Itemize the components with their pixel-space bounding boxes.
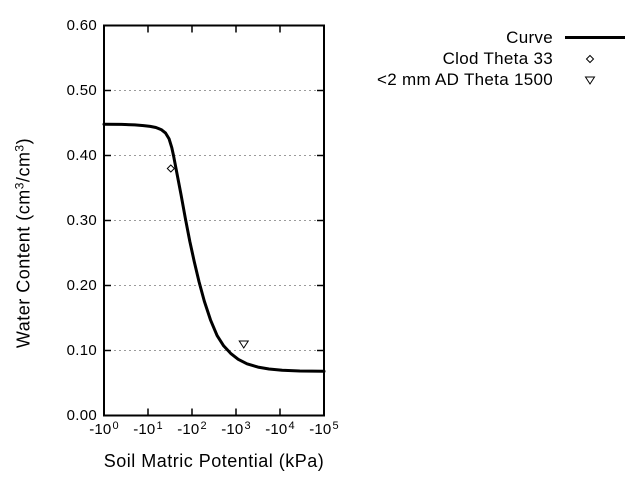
y-axis-title: Water Content (cm3/cm3) <box>12 138 35 349</box>
x-tick-base: -10 <box>133 421 156 438</box>
legend-item-2-mm-ad-theta-1500: <2 mm AD Theta 1500 <box>377 69 627 90</box>
y-tick-label: 0.60 <box>66 16 97 34</box>
y-tick-label: 0.10 <box>66 341 97 359</box>
diamond-icon-shape <box>585 54 595 63</box>
x-tick-base: -10 <box>309 421 332 438</box>
legend-label-clod-theta-33: Clod Theta 33 <box>442 48 553 68</box>
y-tick-label: 0.30 <box>66 211 97 229</box>
x-tick-exponent: 4 <box>288 420 295 432</box>
diamond-icon <box>585 54 595 63</box>
x-tick-exponent: 2 <box>200 420 207 432</box>
y-title-superscript: 3 <box>12 182 27 190</box>
y-tick-label: 0.50 <box>66 81 97 99</box>
x-tick-label: -103 <box>221 420 251 440</box>
legend-label-2-mm-ad-theta-1500: <2 mm AD Theta 1500 <box>377 69 553 89</box>
x-tick-exponent: 5 <box>332 420 339 432</box>
legend: Curve Clod Theta 33 <2 mm AD Theta 1500 <box>377 27 627 90</box>
y-title-text: Water Content (cm <box>13 189 34 349</box>
legend-item-curve: Curve <box>377 27 627 48</box>
y-tick-label: 0.00 <box>66 406 97 424</box>
x-tick-exponent: 3 <box>244 420 251 432</box>
x-tick-exponent: 1 <box>156 420 163 432</box>
y-title-text: /cm <box>13 151 34 183</box>
x-tick-label: -101 <box>133 420 163 440</box>
x-tick-exponent: 0 <box>112 420 119 432</box>
legend-item-clod-theta-33: Clod Theta 33 <box>377 48 627 69</box>
x-tick-base: -10 <box>221 421 244 438</box>
triangle-down-icon <box>584 76 596 85</box>
x-tick-label: -102 <box>177 420 207 440</box>
legend-label-curve: Curve <box>506 27 553 47</box>
x-axis-title: Soil Matric Potential (kPa) <box>103 451 325 471</box>
legend-sample-clod-theta-33 <box>553 48 627 69</box>
retention-curve-line <box>102 122 326 373</box>
diamond-marker <box>166 164 176 173</box>
legend-sample-curve <box>553 27 627 48</box>
triangle-down-marker <box>238 340 250 349</box>
legend-sample-2-mm-ad-theta-1500 <box>553 69 627 90</box>
y-tick-label: 0.20 <box>66 276 97 294</box>
x-tick-base: -10 <box>89 421 112 438</box>
x-tick-label: -104 <box>265 420 295 440</box>
x-tick-base: -10 <box>265 421 288 438</box>
y-title-superscript: 3 <box>12 144 27 152</box>
y-tick-label: 0.40 <box>66 146 97 164</box>
triangle-down-icon-shape <box>584 76 596 85</box>
x-tick-label: -100 <box>89 420 119 440</box>
x-tick-base: -10 <box>177 421 200 438</box>
legend-line-sample <box>565 36 625 39</box>
x-tick-label: -105 <box>309 420 339 440</box>
